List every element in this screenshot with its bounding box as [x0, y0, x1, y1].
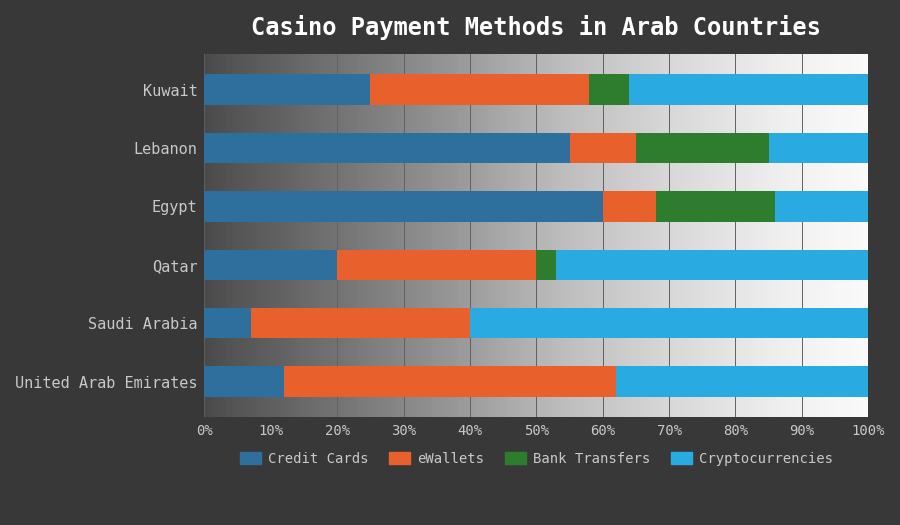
Bar	[590, 75, 629, 104]
Bar	[204, 75, 371, 104]
Bar	[204, 366, 284, 397]
Bar	[616, 366, 868, 397]
Bar	[536, 249, 556, 280]
Bar	[338, 249, 536, 280]
Bar	[204, 133, 570, 163]
Bar	[636, 133, 769, 163]
Bar	[556, 249, 868, 280]
Bar	[570, 133, 636, 163]
Bar	[204, 308, 251, 339]
Bar	[603, 191, 656, 222]
Bar	[769, 133, 868, 163]
Bar	[204, 249, 338, 280]
Bar	[470, 308, 868, 339]
Bar	[629, 75, 868, 104]
Title: Casino Payment Methods in Arab Countries: Casino Payment Methods in Arab Countries	[251, 15, 822, 40]
Bar	[775, 191, 868, 222]
Bar	[371, 75, 590, 104]
Bar	[284, 366, 616, 397]
Bar	[656, 191, 775, 222]
Legend: Credit Cards, eWallets, Bank Transfers, Cryptocurrencies: Credit Cards, eWallets, Bank Transfers, …	[235, 446, 838, 471]
Bar	[251, 308, 470, 339]
Bar	[204, 191, 603, 222]
